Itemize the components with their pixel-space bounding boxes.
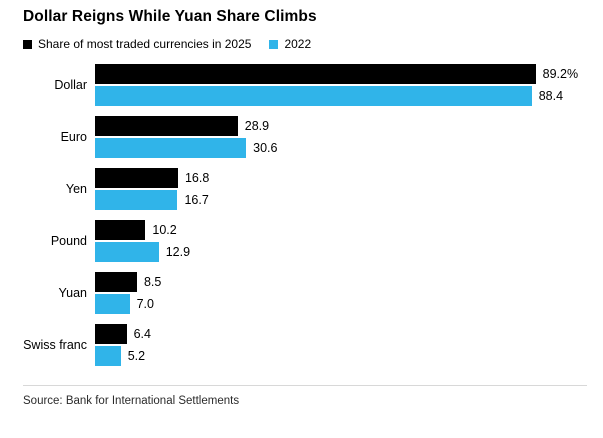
- value-label: 6.4: [133, 327, 151, 341]
- bar-2022: [95, 294, 130, 314]
- value-label: 89.2%: [542, 67, 579, 81]
- value-label: 10.2: [152, 223, 177, 237]
- bar-2025: [95, 220, 146, 240]
- bar-2025: [95, 116, 238, 136]
- legend-swatch-2025-icon: [23, 39, 32, 49]
- category-label: Swiss franc: [23, 338, 87, 352]
- bar-group: Dollar 89.2% 88.4: [23, 64, 589, 106]
- bar-line: 28.9: [95, 116, 589, 136]
- bar-line: 16.7: [95, 190, 589, 210]
- value-label: 28.9: [244, 119, 270, 133]
- chart-footer: Source: Bank for International Settlemen…: [23, 385, 589, 407]
- bar-line: 8.5: [95, 272, 589, 292]
- bar-line: 89.2%: [95, 64, 589, 84]
- bar-2025: [95, 272, 137, 292]
- footer-divider: [23, 385, 587, 386]
- bar-pair: 10.2 12.9: [95, 220, 589, 262]
- bar-2022: [95, 346, 121, 366]
- bar-chart: Dollar 89.2% 88.4 Euro 28.9 30.6 Yen 16.8 16.7 Po…: [23, 64, 589, 366]
- bar-line: 6.4: [95, 324, 589, 344]
- legend-item-2025: Share of most traded currencies in 2025: [23, 37, 251, 51]
- bar-group: Euro 28.9 30.6: [23, 116, 589, 158]
- value-label: 16.7: [184, 193, 209, 207]
- category-label: Yen: [65, 182, 87, 196]
- bar-2022: [95, 190, 178, 210]
- bar-line: 16.8: [95, 168, 589, 188]
- bar-line: 12.9: [95, 242, 589, 262]
- bar-group: Yen 16.8 16.7: [23, 168, 589, 210]
- value-label: 30.6: [253, 141, 278, 155]
- category-label: Euro: [60, 130, 87, 144]
- value-label: 5.2: [127, 349, 146, 363]
- bar-2022: [95, 242, 159, 262]
- value-label: 7.0: [136, 297, 154, 311]
- value-label: 16.8: [184, 171, 210, 185]
- bar-2025: [95, 324, 127, 344]
- bar-group: Pound 10.2 12.9: [23, 220, 589, 262]
- bar-line: 7.0: [95, 294, 589, 314]
- bar-2025: [95, 64, 536, 84]
- bar-pair: 8.5 7.0: [95, 272, 589, 314]
- bar-pair: 28.9 30.6: [95, 116, 589, 158]
- legend-label-2022: 2022: [284, 37, 312, 51]
- bar-2022: [95, 138, 247, 158]
- page-title: Dollar Reigns While Yuan Share Climbs: [23, 8, 317, 25]
- legend: Share of most traded currencies in 2025 …: [23, 37, 589, 51]
- bar-pair: 89.2% 88.4: [95, 64, 589, 106]
- category-label: Yuan: [58, 286, 87, 300]
- bar-group: Yuan 8.5 7.0: [23, 272, 589, 314]
- bar-line: 5.2: [95, 346, 589, 366]
- bar-2022: [95, 86, 532, 106]
- source-note: Source: Bank for International Settlemen…: [23, 395, 240, 407]
- legend-label-2025: Share of most traded currencies in 2025: [38, 37, 252, 51]
- bar-line: 88.4: [95, 86, 589, 106]
- bar-pair: 6.4 5.2: [95, 324, 589, 366]
- bar-2025: [95, 168, 178, 188]
- bar-pair: 16.8 16.7: [95, 168, 589, 210]
- category-label: Pound: [50, 234, 87, 248]
- bar-group: Swiss franc 6.4 5.2: [23, 324, 589, 366]
- value-label: 8.5: [143, 275, 162, 289]
- legend-item-2022: 2022: [269, 37, 311, 51]
- category-label: Dollar: [54, 78, 87, 92]
- legend-swatch-2022-icon: [269, 39, 279, 49]
- value-label: 88.4: [538, 89, 564, 103]
- bar-line: 30.6: [95, 138, 589, 158]
- bar-line: 10.2: [95, 220, 589, 240]
- value-label: 12.9: [165, 245, 191, 259]
